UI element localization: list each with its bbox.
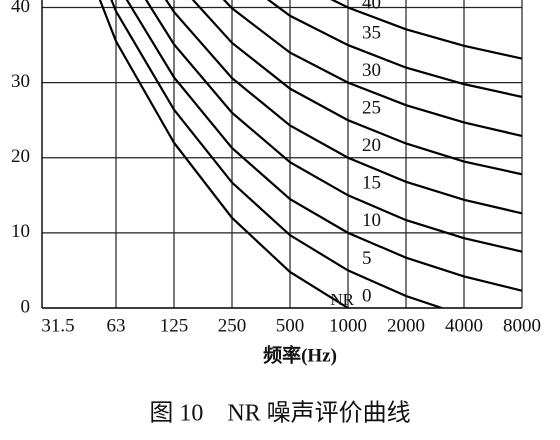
- nr-curve: [222, 0, 522, 138]
- x-tick-label: 31.5: [41, 315, 74, 336]
- x-tick-label: 500: [276, 315, 305, 336]
- y-tick-label: 40: [11, 0, 30, 17]
- curve-label: 40: [362, 0, 381, 13]
- nr-curve: [98, 0, 351, 308]
- y-tick-label: 10: [11, 221, 30, 242]
- curve-label: 10: [362, 210, 381, 231]
- y-tick-label: 30: [11, 71, 30, 92]
- nr-curve: [330, 0, 522, 60]
- nr-curve: [191, 0, 522, 176]
- nr-curve: [164, 0, 522, 215]
- x-tick-label: 63: [107, 315, 126, 336]
- nr-curve: [144, 0, 522, 253]
- x-tick-label: 8000: [503, 315, 541, 336]
- x-tick-label: 250: [218, 315, 247, 336]
- curve-prefix: NR: [330, 290, 354, 309]
- curve-label: 15: [362, 173, 381, 194]
- caption: 图 10 NR 噪声评价曲线: [149, 400, 410, 427]
- nr-curve: [266, 0, 522, 98]
- nr-curve: [110, 0, 446, 308]
- nr-curve: [125, 0, 522, 292]
- curve-label: 30: [362, 60, 381, 81]
- x-tick-label: 2000: [387, 315, 425, 336]
- curve-label: 35: [362, 22, 381, 43]
- curve-label: 0: [362, 285, 372, 306]
- x-tick-label: 4000: [445, 315, 483, 336]
- x-tick-label: 1000: [329, 315, 367, 336]
- grid: [42, 0, 523, 309]
- curve-label: 5: [362, 248, 372, 269]
- curves: [98, 0, 522, 308]
- y-tick-label: 0: [21, 296, 31, 317]
- curve-label: 20: [362, 135, 381, 156]
- curve-label: 25: [362, 98, 381, 119]
- x-tick-label: 125: [160, 315, 189, 336]
- y-tick-label: 20: [11, 146, 30, 167]
- x-axis-title: 频率(Hz): [263, 343, 337, 366]
